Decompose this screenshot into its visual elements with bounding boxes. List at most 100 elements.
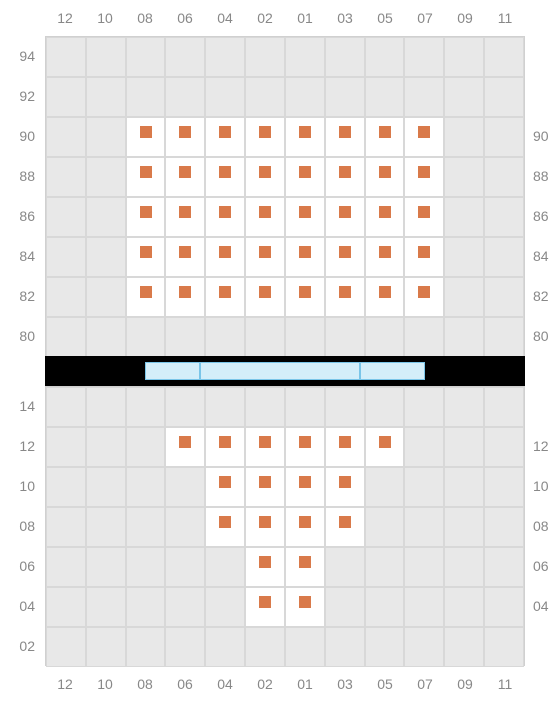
col-label: 01 <box>285 10 325 26</box>
row-label: 10 <box>525 466 560 506</box>
grid-cell <box>404 587 444 627</box>
seat-cell[interactable] <box>325 157 365 197</box>
grid-cell <box>245 37 285 77</box>
seat-cell[interactable] <box>165 117 205 157</box>
seat-cell[interactable] <box>285 587 325 627</box>
grid-cell <box>86 547 126 587</box>
grid-cell <box>126 587 166 627</box>
seat-cell[interactable] <box>404 117 444 157</box>
seat-cell[interactable] <box>285 117 325 157</box>
row-label: 08 <box>525 506 560 546</box>
row-label: 90 <box>0 116 45 156</box>
seat-cell[interactable] <box>165 197 205 237</box>
seat-cell[interactable] <box>245 427 285 467</box>
seat-cell[interactable] <box>245 507 285 547</box>
seat-cell[interactable] <box>325 237 365 277</box>
row-label: 80 <box>0 316 45 356</box>
seat-cell[interactable] <box>365 197 405 237</box>
grid-cell <box>86 277 126 317</box>
grid-cell <box>46 237 86 277</box>
row-label: 94 <box>0 36 45 76</box>
grid-cell <box>365 547 405 587</box>
seat-cell[interactable] <box>365 117 405 157</box>
seat-cell[interactable] <box>205 467 245 507</box>
seat-cell[interactable] <box>205 117 245 157</box>
grid-cell <box>404 507 444 547</box>
seat-cell[interactable] <box>285 237 325 277</box>
seat-cell[interactable] <box>165 427 205 467</box>
grid-cell <box>484 37 524 77</box>
grid-cell <box>126 547 166 587</box>
seat-cell[interactable] <box>404 157 444 197</box>
grid-cell <box>285 37 325 77</box>
grid-row <box>46 467 524 507</box>
seat-cell[interactable] <box>285 507 325 547</box>
seat-cell[interactable] <box>245 547 285 587</box>
seat-cell[interactable] <box>245 467 285 507</box>
seat-cell[interactable] <box>205 277 245 317</box>
seat-cell[interactable] <box>205 237 245 277</box>
seat-cell[interactable] <box>205 427 245 467</box>
row-label: 84 <box>0 236 45 276</box>
seat-cell[interactable] <box>325 117 365 157</box>
seat-cell[interactable] <box>365 157 405 197</box>
seat-cell[interactable] <box>126 117 166 157</box>
seat-cell[interactable] <box>126 237 166 277</box>
seat-cell[interactable] <box>365 237 405 277</box>
seat-cell[interactable] <box>165 157 205 197</box>
seat-cell[interactable] <box>165 237 205 277</box>
seat-cell[interactable] <box>126 157 166 197</box>
seat-cell[interactable] <box>285 547 325 587</box>
seat-cell[interactable] <box>325 507 365 547</box>
grid-cell <box>365 467 405 507</box>
grid-cell <box>205 587 245 627</box>
seat-cell[interactable] <box>126 277 166 317</box>
grid-cell <box>285 317 325 357</box>
seat-cell[interactable] <box>404 277 444 317</box>
seat-cell[interactable] <box>245 197 285 237</box>
seat-cell[interactable] <box>365 427 405 467</box>
seat-cell[interactable] <box>325 197 365 237</box>
seat-cell[interactable] <box>205 197 245 237</box>
seat-cell[interactable] <box>245 157 285 197</box>
seat-cell[interactable] <box>285 427 325 467</box>
stage-segment <box>200 362 360 380</box>
seat-cell[interactable] <box>205 507 245 547</box>
grid-cell <box>165 587 205 627</box>
grid-cell <box>126 387 166 427</box>
grid-cell <box>444 427 484 467</box>
seat-cell[interactable] <box>285 157 325 197</box>
seat-cell[interactable] <box>365 277 405 317</box>
seat-cell[interactable] <box>165 277 205 317</box>
seat-cell[interactable] <box>325 467 365 507</box>
seat-cell[interactable] <box>245 117 285 157</box>
seat-cell[interactable] <box>245 237 285 277</box>
grid-cell <box>86 37 126 77</box>
grid-cell <box>484 427 524 467</box>
grid-row <box>46 117 524 157</box>
seat-cell[interactable] <box>245 587 285 627</box>
seat-cell[interactable] <box>285 277 325 317</box>
seat-cell[interactable] <box>285 197 325 237</box>
grid-cell <box>46 427 86 467</box>
col-labels-bottom: 121008060402010305070911 <box>0 666 560 702</box>
stage-bar <box>45 356 525 386</box>
grid-cell <box>484 467 524 507</box>
seat-cell[interactable] <box>325 427 365 467</box>
seat-cell[interactable] <box>404 237 444 277</box>
col-label: 08 <box>125 10 165 26</box>
grid-cell <box>86 427 126 467</box>
seat-cell[interactable] <box>205 157 245 197</box>
grid-cell <box>86 197 126 237</box>
grid-cell <box>285 387 325 427</box>
grid-row <box>46 237 524 277</box>
grid-cell <box>484 547 524 587</box>
grid-row <box>46 627 524 667</box>
seat-cell[interactable] <box>285 467 325 507</box>
seat-cell[interactable] <box>245 277 285 317</box>
seat-cell[interactable] <box>325 277 365 317</box>
grid-cell <box>365 77 405 117</box>
grid-cell <box>444 507 484 547</box>
seat-cell[interactable] <box>126 197 166 237</box>
seat-cell[interactable] <box>404 197 444 237</box>
